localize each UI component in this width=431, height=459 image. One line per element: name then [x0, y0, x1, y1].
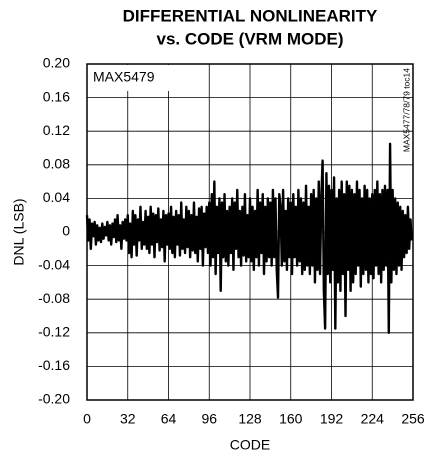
x-axis-label: CODE — [230, 437, 270, 453]
annotation-box — [88, 65, 174, 91]
annotation: MAX5479 — [93, 69, 155, 85]
x-tick-label: 128 — [238, 411, 262, 427]
x-tick-label: 256 — [401, 411, 425, 427]
x-tick-label: 64 — [161, 411, 177, 427]
chart-title: DIFFERENTIAL NONLINEARITY — [123, 6, 378, 25]
y-tick-label: -0.16 — [38, 357, 70, 373]
x-tick-label: 192 — [320, 411, 344, 427]
x-tick-label: 96 — [201, 411, 217, 427]
y-tick-label: 0 — [62, 223, 70, 239]
y-tick-label: -0.20 — [38, 391, 70, 407]
y-tick-label: -0.08 — [38, 290, 70, 306]
y-tick-label: 0.20 — [43, 55, 70, 71]
y-tick-label: 0.16 — [43, 88, 70, 104]
y-tick-label: -0.04 — [38, 256, 70, 272]
x-tick-label: 224 — [361, 411, 385, 427]
y-tick-label: 0.12 — [43, 122, 70, 138]
chart-title: vs. CODE (VRM MODE) — [156, 29, 343, 48]
y-axis-label: DNL (LSB) — [11, 198, 27, 265]
x-tick-label: 0 — [83, 411, 91, 427]
y-tick-label: -0.12 — [38, 324, 70, 340]
dnl-line — [85, 142, 413, 334]
y-tick-label: 0.04 — [43, 189, 70, 205]
y-tick-label: 0.08 — [43, 156, 70, 172]
x-tick-label: 32 — [120, 411, 136, 427]
annotation: MAX5477/78/79 toc14 — [401, 68, 411, 152]
plot-frame — [86, 63, 414, 401]
x-tick-label: 160 — [279, 411, 303, 427]
